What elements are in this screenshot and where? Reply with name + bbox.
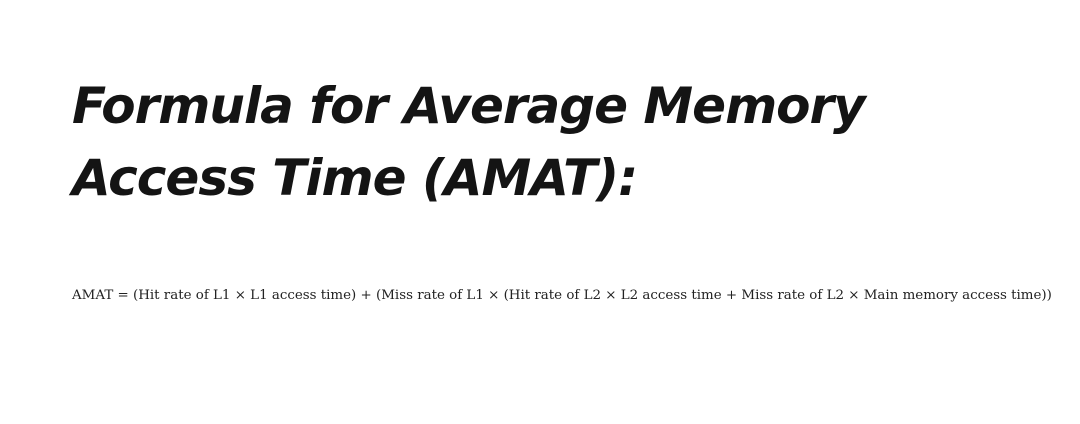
page-title: Formula for Average Memory Access Time (… [72,70,1032,214]
title-line-2: Access Time (AMAT): [72,149,638,207]
title-line-1: Formula for Average Memory [72,77,866,135]
amat-formula: AMAT = (Hit rate of L1 × L1 access time)… [72,288,1052,303]
